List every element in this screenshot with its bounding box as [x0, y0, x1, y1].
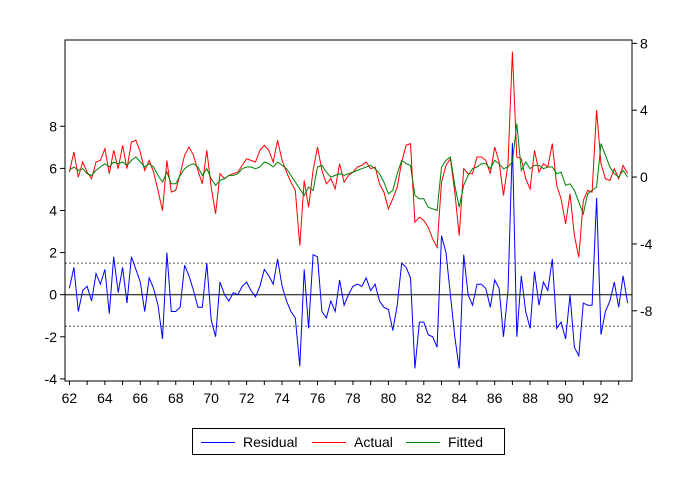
left-tick-label: 2 [49, 245, 57, 261]
x-tick-label: 78 [345, 390, 361, 406]
x-tick-label: 88 [522, 390, 538, 406]
left-tick-label: 0 [49, 287, 57, 303]
x-tick-label: 70 [203, 390, 219, 406]
x-tick-label: 62 [62, 390, 78, 406]
left-tick-label: 8 [49, 118, 57, 134]
x-tick-label: 74 [274, 390, 290, 406]
right-tick-label: 0 [640, 169, 648, 185]
left-tick-label: -4 [45, 371, 58, 387]
plot-frame [64, 39, 633, 382]
x-tick-label: 86 [487, 390, 503, 406]
x-tick-label: 84 [451, 390, 467, 406]
legend-swatch-residual [201, 442, 235, 443]
x-tick-label: 66 [133, 390, 149, 406]
right-axis: -8 -4 0 4 8 [632, 35, 653, 319]
x-tick-label: 82 [416, 390, 432, 406]
x-tick-label: 80 [381, 390, 397, 406]
legend: Residual Actual Fitted [192, 428, 505, 455]
legend-label-fitted: Fitted [448, 434, 484, 450]
right-tick-label: 8 [640, 35, 648, 51]
series-line-residual [68, 143, 629, 369]
x-tick-label: 64 [97, 390, 113, 406]
left-tick-label: 6 [49, 160, 57, 176]
left-axis: -4 -2 0 2 4 6 8 [45, 118, 65, 387]
series-line-actual [68, 51, 629, 258]
x-tick-label: 90 [558, 390, 574, 406]
legend-label-actual: Actual [354, 434, 393, 450]
x-tick-label: 68 [168, 390, 184, 406]
right-tick-label: -4 [640, 236, 653, 252]
series-lines [68, 51, 629, 369]
legend-swatch-actual [312, 442, 346, 443]
x-tick-label: 72 [239, 390, 255, 406]
right-tick-label: 4 [640, 102, 648, 118]
legend-swatch-fitted [406, 442, 440, 443]
x-axis: 62 64 66 68 70 72 74 76 78 80 82 84 86 88 90 92 [62, 381, 620, 406]
left-tick-label: 4 [49, 203, 57, 219]
x-tick-label: 76 [310, 390, 326, 406]
legend-label-residual: Residual [243, 434, 298, 450]
left-tick-label: -2 [45, 329, 58, 345]
x-tick-label: 92 [593, 390, 609, 406]
right-tick-label: -8 [640, 303, 653, 319]
series-line-fitted [69, 123, 629, 216]
